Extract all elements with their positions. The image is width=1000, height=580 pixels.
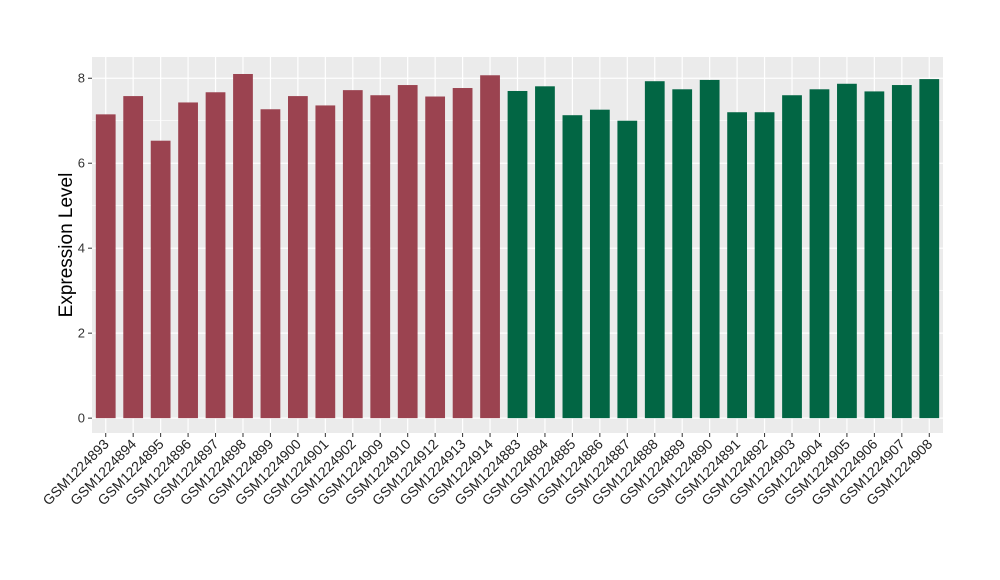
bar [370, 95, 391, 419]
bar [233, 73, 253, 419]
bar [507, 90, 528, 419]
bar [315, 105, 336, 419]
bar [123, 96, 144, 419]
bar [699, 79, 720, 419]
bar [672, 89, 693, 419]
bar [480, 75, 500, 419]
bar [864, 91, 885, 419]
bar [837, 83, 857, 419]
bar [452, 88, 473, 419]
bar [617, 120, 638, 419]
bar [288, 96, 308, 419]
bar [562, 115, 583, 419]
bar [178, 102, 198, 419]
bar [260, 109, 281, 419]
y-tick-label: 2 [78, 326, 85, 341]
bar [644, 81, 665, 419]
bar [754, 112, 775, 419]
bar [891, 85, 912, 419]
bar [589, 109, 610, 419]
bar [205, 92, 226, 419]
bar [782, 95, 802, 419]
bar [809, 89, 830, 419]
bar [727, 112, 747, 419]
y-axis-title: Expression Level [56, 173, 77, 318]
bar [342, 90, 363, 419]
bar [425, 96, 446, 419]
y-tick-label: 4 [78, 241, 85, 256]
bars [95, 73, 940, 419]
y-axis: 0 2 4 6 8 [78, 71, 92, 426]
bar [95, 114, 116, 419]
x-axis: GSM1224893GSM1224894GSM1224895GSM1224896… [39, 433, 936, 508]
bar [397, 85, 418, 419]
bar [535, 86, 555, 419]
y-tick-label: 8 [78, 71, 85, 86]
bar [919, 79, 940, 419]
bar [150, 140, 171, 419]
y-tick-label: 0 [78, 411, 85, 426]
y-tick-label: 6 [78, 156, 85, 171]
